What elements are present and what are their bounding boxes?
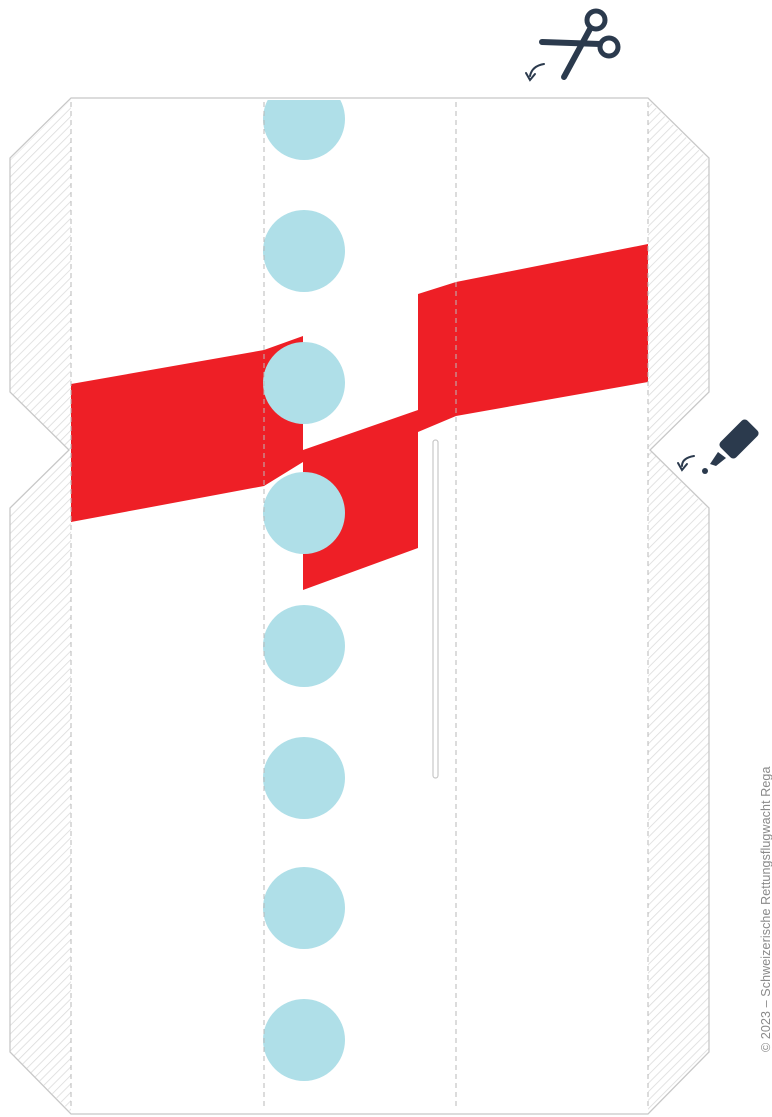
window-circle bbox=[263, 210, 345, 292]
stripe-segment-left bbox=[71, 336, 303, 522]
glue-tab-left-top bbox=[10, 100, 71, 452]
stripe-segment-right bbox=[418, 244, 648, 432]
window-circle bbox=[263, 867, 345, 949]
window-circle bbox=[263, 999, 345, 1081]
scissors-icon bbox=[525, 8, 621, 82]
glue-tab-right-bottom bbox=[648, 448, 709, 1112]
cut-outline bbox=[9, 97, 710, 1115]
glue-tab-left-bottom bbox=[10, 448, 71, 1112]
fold-lines bbox=[70, 102, 649, 1110]
glue-bottle-icon bbox=[677, 419, 759, 474]
window-circle bbox=[263, 472, 345, 554]
stripe-segment-middle bbox=[303, 410, 418, 590]
cut-slit bbox=[432, 439, 439, 779]
glue-tabs bbox=[10, 100, 709, 1112]
window-circle bbox=[263, 342, 345, 424]
glue-tab-right-top bbox=[648, 100, 709, 452]
window-circle bbox=[263, 737, 345, 819]
red-stripe bbox=[71, 244, 648, 590]
window-circle bbox=[263, 605, 345, 687]
top-margin-mask bbox=[71, 0, 648, 100]
copyright-notice: © 2023 – Schweizerische Rettungsflugwach… bbox=[759, 766, 772, 1053]
main-panel bbox=[71, 100, 648, 1112]
